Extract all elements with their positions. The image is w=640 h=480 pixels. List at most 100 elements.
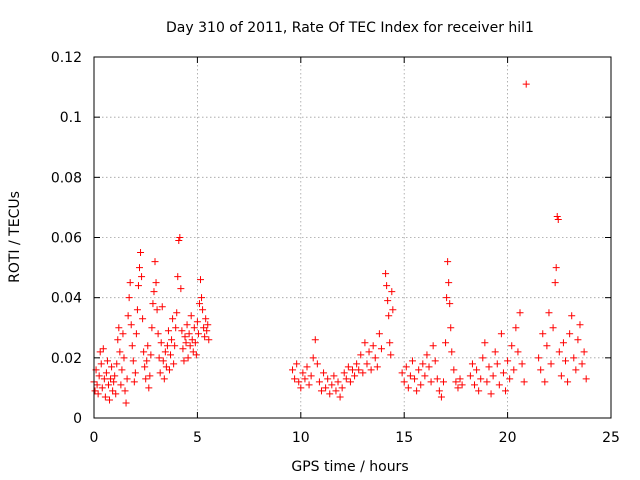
- data-point: [406, 372, 414, 380]
- data-point: [541, 378, 549, 386]
- data-point: [108, 363, 116, 371]
- data-point: [404, 384, 412, 392]
- data-point: [305, 381, 313, 389]
- x-tick-label: 20: [499, 430, 517, 446]
- data-point: [383, 282, 391, 290]
- data-point: [332, 387, 340, 395]
- data-point: [303, 363, 311, 371]
- data-point: [385, 312, 393, 320]
- data-point: [377, 345, 385, 353]
- data-point: [170, 360, 178, 368]
- data-point: [101, 393, 109, 401]
- data-point: [485, 363, 493, 371]
- data-point: [146, 372, 154, 380]
- data-point: [145, 384, 153, 392]
- data-point: [359, 369, 367, 377]
- data-point: [128, 342, 136, 350]
- data-point: [551, 279, 559, 287]
- data-point: [566, 330, 574, 338]
- data-point: [439, 378, 447, 386]
- data-point: [199, 306, 207, 314]
- data-point: [129, 357, 137, 365]
- data-point: [456, 375, 464, 383]
- data-point: [181, 333, 189, 341]
- data-point: [535, 354, 543, 362]
- data-point: [512, 324, 520, 332]
- data-point: [554, 215, 562, 223]
- data-point: [330, 372, 338, 380]
- data-point: [495, 381, 503, 389]
- data-point: [99, 345, 107, 353]
- data-point: [411, 375, 419, 383]
- y-tick-label: 0.12: [51, 50, 82, 66]
- data-point: [100, 375, 108, 383]
- data-point: [191, 339, 199, 347]
- data-point: [194, 330, 202, 338]
- data-point: [93, 381, 101, 389]
- data-point: [520, 378, 528, 386]
- data-point: [400, 378, 408, 386]
- data-point: [157, 339, 165, 347]
- data-point: [328, 381, 336, 389]
- data-point: [172, 324, 180, 332]
- data-point: [487, 390, 495, 398]
- data-point: [553, 212, 561, 220]
- data-point: [437, 393, 445, 401]
- data-points: [90, 80, 590, 407]
- data-point: [382, 270, 390, 278]
- data-point: [320, 369, 328, 377]
- data-point: [562, 357, 570, 365]
- data-point: [125, 294, 133, 302]
- data-point: [122, 399, 130, 407]
- data-point: [167, 351, 175, 359]
- x-tick-label: 0: [90, 430, 99, 446]
- data-point: [516, 309, 524, 317]
- data-point: [112, 390, 120, 398]
- data-point: [355, 366, 363, 374]
- data-point: [369, 342, 377, 350]
- data-point: [537, 366, 545, 374]
- data-point: [183, 321, 191, 329]
- data-point: [151, 258, 159, 266]
- data-point: [309, 354, 317, 362]
- data-point: [514, 348, 522, 356]
- data-point: [413, 387, 421, 395]
- x-tick-label: 10: [292, 430, 310, 446]
- data-point: [115, 324, 123, 332]
- data-point: [421, 372, 429, 380]
- data-point: [576, 321, 584, 329]
- data-point: [121, 387, 129, 395]
- data-point: [317, 387, 325, 395]
- data-point: [458, 381, 466, 389]
- data-point: [387, 351, 395, 359]
- data-point: [398, 369, 406, 377]
- data-point: [116, 348, 124, 356]
- data-point: [97, 360, 105, 368]
- data-point: [109, 387, 117, 395]
- data-point: [164, 327, 172, 335]
- data-point: [197, 276, 205, 284]
- data-point: [448, 348, 456, 356]
- data-point: [477, 375, 485, 383]
- y-axis-label: ROTI / TECUs: [7, 191, 23, 283]
- data-point: [522, 80, 530, 88]
- data-point: [473, 366, 481, 374]
- data-point: [291, 375, 299, 383]
- data-point: [502, 387, 510, 395]
- data-point: [171, 342, 179, 350]
- data-point: [203, 327, 211, 335]
- data-point: [179, 345, 187, 353]
- data-point: [466, 372, 474, 380]
- data-point: [315, 378, 323, 386]
- data-point: [481, 339, 489, 347]
- data-point: [297, 384, 305, 392]
- data-point: [188, 336, 196, 344]
- data-point: [373, 363, 381, 371]
- data-point: [107, 375, 115, 383]
- data-point: [572, 366, 580, 374]
- data-point: [479, 354, 487, 362]
- data-point: [371, 354, 379, 362]
- data-point: [154, 330, 162, 338]
- data-point: [295, 378, 303, 386]
- data-point: [130, 378, 138, 386]
